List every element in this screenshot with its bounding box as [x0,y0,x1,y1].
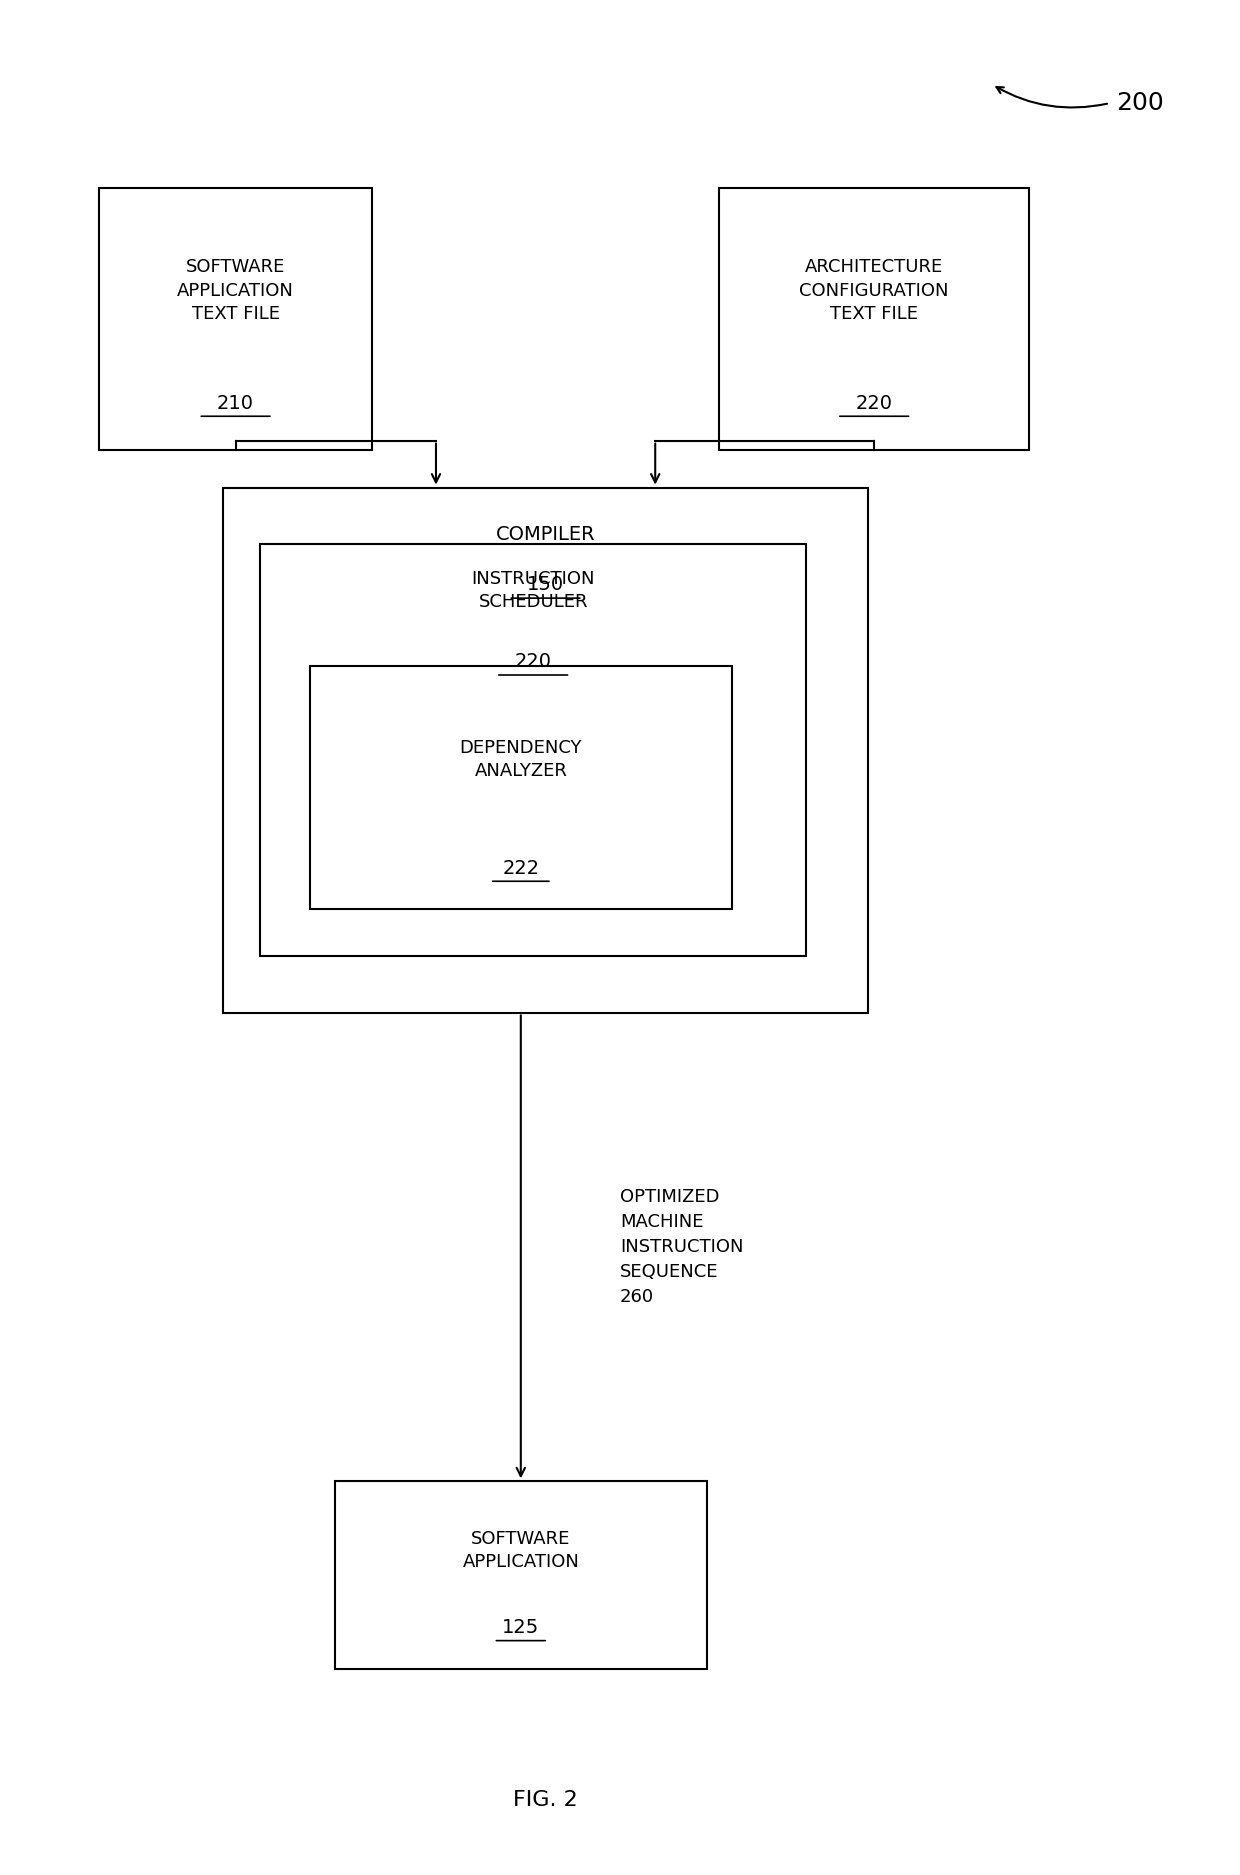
FancyBboxPatch shape [310,666,732,909]
FancyBboxPatch shape [223,488,868,1012]
FancyBboxPatch shape [335,1481,707,1669]
Text: OPTIMIZED
MACHINE
INSTRUCTION
SEQUENCE
260: OPTIMIZED MACHINE INSTRUCTION SEQUENCE 2… [620,1189,744,1305]
Text: 150: 150 [527,576,564,594]
Text: INSTRUCTION
SCHEDULER: INSTRUCTION SCHEDULER [471,570,595,611]
Text: SOFTWARE
APPLICATION: SOFTWARE APPLICATION [463,1530,579,1571]
Text: 125: 125 [502,1618,539,1637]
Text: ARCHITECTURE
CONFIGURATION
TEXT FILE: ARCHITECTURE CONFIGURATION TEXT FILE [800,259,949,322]
Text: COMPILER: COMPILER [496,525,595,544]
Text: 220: 220 [856,394,893,412]
FancyBboxPatch shape [260,544,806,956]
Text: 210: 210 [217,394,254,412]
Text: FIG. 2: FIG. 2 [513,1791,578,1809]
Text: 222: 222 [502,859,539,878]
Text: 220: 220 [515,652,552,671]
Text: 200: 200 [1116,92,1164,114]
Text: DEPENDENCY
ANALYZER: DEPENDENCY ANALYZER [460,739,582,780]
Text: SOFTWARE
APPLICATION
TEXT FILE: SOFTWARE APPLICATION TEXT FILE [177,259,294,322]
FancyBboxPatch shape [719,188,1029,450]
FancyBboxPatch shape [99,188,372,450]
